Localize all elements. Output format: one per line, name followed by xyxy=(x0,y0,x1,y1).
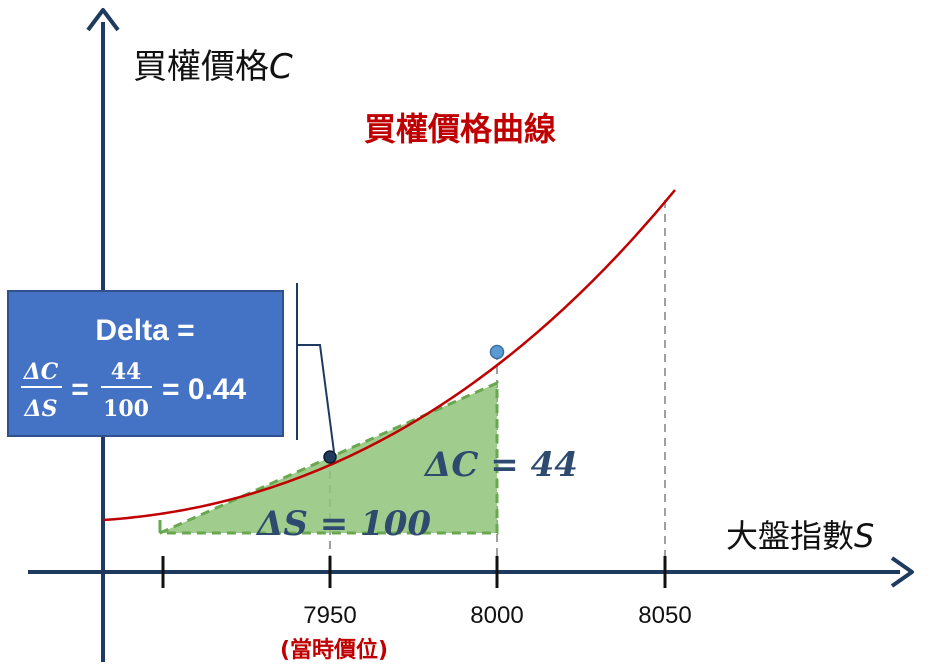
call-price-curve xyxy=(102,189,676,522)
tick-label-7950: 7950 xyxy=(303,602,356,629)
delta-box-result: = 0.44 xyxy=(162,373,247,406)
current-price-label: (當時價位) xyxy=(280,637,388,663)
delta-box xyxy=(7,290,284,437)
y-axis-var: C xyxy=(269,47,293,87)
delta-box-title: Delta = xyxy=(95,314,194,347)
delta-s-label: ΔS = 100 xyxy=(255,504,431,544)
delta-box-den-value: 100 xyxy=(103,396,149,422)
callout-leader xyxy=(297,344,335,453)
y-axis-label: 買權價格C xyxy=(133,47,293,87)
y-axis-arrow-icon xyxy=(86,8,120,32)
x-axis-label-text: 大盤指數 xyxy=(726,517,854,555)
delta-box-num-value: 44 xyxy=(111,359,142,385)
current-price-point xyxy=(323,450,337,464)
x-axis-var: S xyxy=(854,517,874,555)
y-axis-label-text: 買權價格 xyxy=(133,47,269,87)
price-8000-point xyxy=(489,344,505,360)
x-axis-arrow-icon xyxy=(890,556,914,588)
tick-label-8050: 8050 xyxy=(638,602,691,629)
x-axis-label: 大盤指數S xyxy=(726,517,874,555)
delta-box-den-symbol: ΔS xyxy=(24,396,58,422)
delta-box-num-symbol: ΔC xyxy=(23,359,59,385)
tick-label-8000: 8000 xyxy=(470,602,523,629)
delta-box-eq1: = xyxy=(71,373,89,406)
curve-title: 買權價格曲線 xyxy=(364,110,556,148)
delta-c-label: ΔC = 44 xyxy=(423,445,578,485)
